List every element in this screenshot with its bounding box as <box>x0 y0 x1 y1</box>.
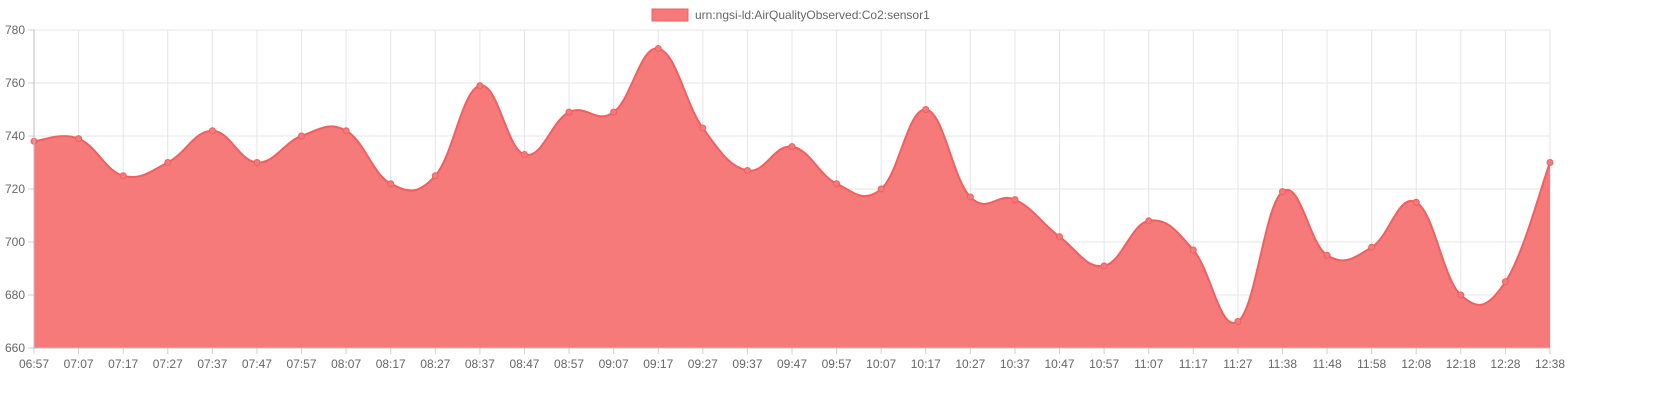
data-point <box>699 124 707 132</box>
x-tick-label: 12:28 <box>1490 357 1520 371</box>
x-tick-label: 07:47 <box>242 357 272 371</box>
x-tick-label: 11:07 <box>1134 357 1163 371</box>
legend-label[interactable]: urn:ngsi-ld:AirQualityObserved:Co2:senso… <box>695 8 930 22</box>
axes <box>28 29 1551 354</box>
data-point <box>1278 188 1286 196</box>
data-point <box>520 151 528 159</box>
x-tick-label: 09:27 <box>688 357 718 371</box>
x-tick-label: 08:17 <box>376 357 406 371</box>
data-point <box>253 159 261 166</box>
x-tick-label: 11:17 <box>1179 357 1208 371</box>
data-point <box>743 166 751 174</box>
data-point <box>1368 243 1376 251</box>
data-points <box>30 45 1554 325</box>
data-point <box>298 132 306 140</box>
data-point <box>966 193 974 201</box>
data-point <box>1189 246 1197 254</box>
data-point <box>119 172 127 180</box>
x-tick-label: 08:47 <box>509 357 539 371</box>
data-point <box>1100 262 1108 270</box>
x-tick-label: 10:47 <box>1045 357 1075 371</box>
data-point <box>1056 233 1064 241</box>
x-tick-label: 07:37 <box>197 357 227 371</box>
x-tick-label: 07:57 <box>287 357 317 371</box>
data-point <box>75 135 83 143</box>
x-tick-label: 08:37 <box>465 357 495 371</box>
x-tick-label: 10:27 <box>955 357 985 371</box>
data-point <box>1145 217 1153 225</box>
data-point <box>431 172 439 180</box>
x-tick-label: 08:27 <box>420 357 450 371</box>
y-tick-label: 660 <box>5 341 25 355</box>
legend-swatch[interactable] <box>651 8 689 22</box>
x-tick-label: 09:17 <box>643 357 673 371</box>
y-tick-label: 700 <box>5 235 25 249</box>
data-point <box>208 127 216 135</box>
data-point <box>1234 318 1242 325</box>
data-point <box>654 45 662 53</box>
x-tick-label: 09:47 <box>777 357 807 371</box>
data-point <box>1412 198 1420 206</box>
x-tick-label: 11:27 <box>1223 357 1252 371</box>
x-tick-label: 12:08 <box>1401 357 1431 371</box>
data-point <box>342 127 350 135</box>
y-tick-labels: 660 680 700 720 740 760 780 <box>5 23 25 355</box>
x-tick-label: 06:57 <box>19 357 49 371</box>
x-tick-label: 10:57 <box>1089 357 1119 371</box>
series-line <box>33 47 1551 324</box>
data-point <box>1457 291 1465 299</box>
data-point <box>565 108 573 116</box>
data-point <box>833 180 841 188</box>
x-tick-label: 11:48 <box>1312 357 1341 371</box>
x-tick-label: 10:17 <box>911 357 941 371</box>
x-tick-label: 12:18 <box>1446 357 1476 371</box>
y-tick-label: 740 <box>5 129 25 143</box>
x-tick-label: 11:38 <box>1268 357 1297 371</box>
data-point <box>1323 251 1331 259</box>
x-tick-label: 09:07 <box>599 357 629 371</box>
data-point <box>877 185 885 193</box>
data-point <box>788 143 796 151</box>
data-point <box>1011 196 1019 204</box>
y-tick-label: 760 <box>5 76 25 90</box>
data-point <box>922 106 930 113</box>
x-tick-label: 09:37 <box>732 357 762 371</box>
x-tick-label: 10:37 <box>1000 357 1030 371</box>
data-point <box>476 82 484 90</box>
x-tick-label: 10:07 <box>866 357 896 371</box>
data-point <box>610 108 618 116</box>
x-tick-label: 08:07 <box>331 357 361 371</box>
y-tick-label: 720 <box>5 182 25 196</box>
y-tick-label: 680 <box>5 288 25 302</box>
data-point <box>1501 278 1509 286</box>
data-point <box>387 180 395 188</box>
x-tick-label: 07:17 <box>108 357 138 371</box>
area-series <box>33 47 1551 348</box>
series-area-fill <box>34 48 1550 348</box>
x-tick-labels: 06:57 07:07 07:17 07:27 07:37 07:47 07:57 08:07… <box>19 357 1565 371</box>
data-point <box>1546 159 1554 166</box>
x-tick-label: 09:57 <box>822 357 852 371</box>
legend[interactable]: urn:ngsi-ld:AirQualityObserved:Co2:senso… <box>651 8 930 22</box>
x-tick-label: 07:07 <box>64 357 94 371</box>
x-tick-label: 11:58 <box>1357 357 1386 371</box>
data-point <box>164 159 172 166</box>
x-tick-label: 08:57 <box>554 357 584 371</box>
x-tick-label: 07:27 <box>153 357 183 371</box>
y-tick-label: 780 <box>5 23 25 37</box>
x-tick-label: 12:38 <box>1535 357 1565 371</box>
